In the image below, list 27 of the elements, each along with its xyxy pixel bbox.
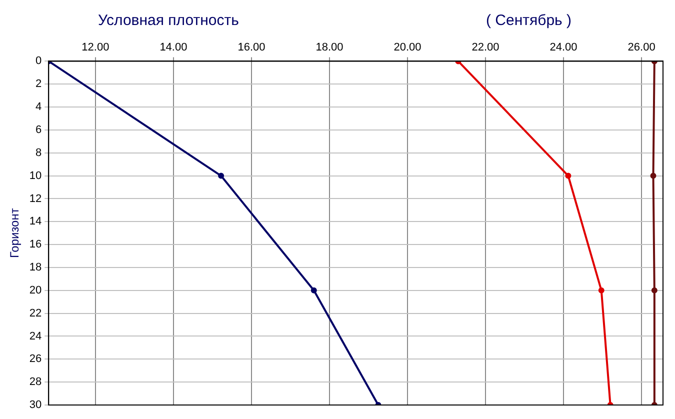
y-tick-label: 24	[29, 330, 42, 342]
x-tick-label: 20.00	[394, 42, 422, 54]
y-tick-label: 20	[29, 284, 42, 296]
chart-title: Условная плотность	[98, 12, 239, 29]
x-tick-label: 18.00	[316, 42, 344, 54]
x-tick-label: 26.00	[628, 42, 656, 54]
y-tick-label: 0	[36, 55, 42, 68]
x-tick-label: 22.00	[472, 42, 500, 54]
x-tick-label: 14.00	[160, 42, 188, 54]
y-tick-label: 26	[29, 353, 42, 366]
x-tick-label: 16.00	[238, 42, 266, 54]
y-tick-label: 14	[29, 216, 42, 228]
y-tick-label: 6	[36, 124, 42, 136]
y-tick-label: 10	[29, 170, 42, 182]
y-tick-label: 4	[36, 101, 42, 114]
y-tick-label: 22	[29, 307, 42, 320]
y-tick-label: 16	[29, 238, 42, 251]
y-tick-label: 28	[29, 376, 42, 388]
y-tick-label: 2	[36, 78, 42, 90]
x-tick-label: 12.00	[82, 42, 110, 54]
y-axis-title: Горизонт	[8, 208, 22, 258]
chart-subtitle: ( Сентябрь )	[486, 12, 572, 29]
y-tick-label: 8	[36, 146, 42, 159]
x-tick-label: 24.00	[550, 42, 578, 54]
y-tick-label: 30	[29, 399, 42, 412]
y-tick-label: 18	[29, 262, 42, 274]
y-tick-label: 12	[29, 192, 42, 205]
